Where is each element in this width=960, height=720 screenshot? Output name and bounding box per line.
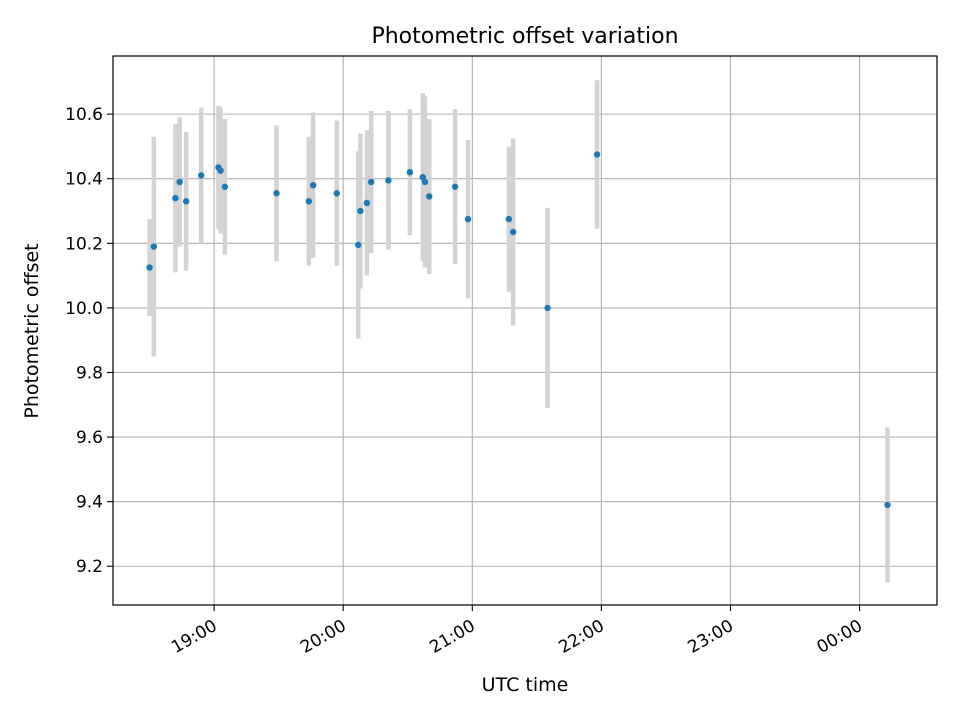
data-point <box>357 207 364 215</box>
data-point <box>333 190 340 197</box>
data-point <box>176 178 183 186</box>
y-tick-label: 10.4 <box>65 170 103 190</box>
data-point <box>426 193 433 200</box>
y-tick-label: 9.4 <box>76 493 103 513</box>
data-point <box>355 241 362 249</box>
data-point <box>273 190 280 197</box>
grid <box>113 56 937 605</box>
data-point <box>363 199 371 207</box>
data-point <box>221 183 229 190</box>
data-point <box>146 264 153 271</box>
data-point <box>367 178 375 186</box>
data-point <box>305 198 312 205</box>
data-points <box>146 151 891 509</box>
data-point <box>419 173 427 181</box>
data-point <box>451 183 459 190</box>
data-point <box>505 215 513 223</box>
data-point <box>406 169 414 176</box>
y-tick-label: 10.0 <box>65 299 103 319</box>
plot-area: 9.29.49.69.810.010.210.410.619:00 20:00 21… <box>65 55 938 658</box>
data-point <box>309 181 317 189</box>
y-tick-label: 9.6 <box>76 428 103 448</box>
data-point <box>544 304 551 312</box>
y-tick-label: 10.6 <box>65 105 103 125</box>
data-point <box>385 177 392 184</box>
data-point <box>150 243 158 250</box>
data-point <box>182 198 190 205</box>
axes-frame <box>112 55 938 606</box>
y-tick-label: 9.8 <box>76 363 103 383</box>
data-point <box>421 178 429 186</box>
y-axis-label: Photometric offset <box>21 243 43 418</box>
axes-background <box>113 56 937 605</box>
data-point <box>198 172 205 179</box>
data-point <box>217 167 224 174</box>
data-point <box>172 194 179 202</box>
y-tick-label: 9.2 <box>76 557 103 577</box>
chart-title: Photometric offset variation <box>371 24 678 49</box>
data-point <box>464 215 472 223</box>
x-axis-label: UTC time <box>482 674 569 696</box>
data-point <box>509 228 517 236</box>
y-tick-label: 10.2 <box>65 234 103 254</box>
data-point <box>593 151 601 158</box>
data-point <box>884 501 891 509</box>
